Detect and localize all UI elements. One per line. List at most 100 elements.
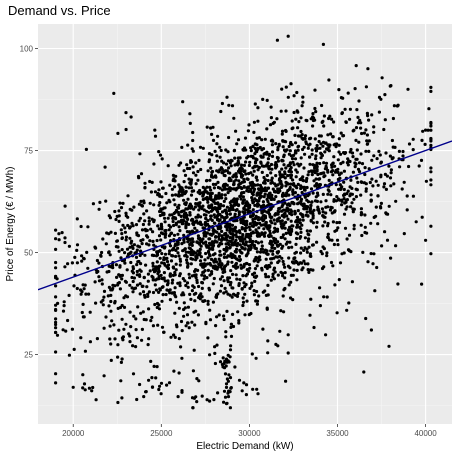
data-point bbox=[126, 223, 130, 228]
data-point bbox=[366, 260, 370, 264]
data-point bbox=[248, 286, 252, 290]
data-point bbox=[256, 106, 260, 110]
data-point bbox=[226, 260, 230, 264]
data-point bbox=[281, 233, 285, 237]
data-point bbox=[234, 273, 238, 277]
data-point bbox=[255, 302, 259, 306]
data-point bbox=[102, 295, 106, 299]
data-point bbox=[210, 240, 214, 244]
data-point bbox=[273, 222, 277, 226]
data-point bbox=[296, 202, 300, 206]
data-point bbox=[206, 200, 210, 204]
data-point bbox=[229, 269, 233, 273]
data-point bbox=[261, 327, 265, 331]
data-point bbox=[161, 186, 165, 190]
data-point bbox=[176, 251, 180, 255]
data-point bbox=[240, 251, 244, 255]
data-point bbox=[168, 183, 172, 187]
data-point bbox=[169, 232, 173, 236]
data-point bbox=[157, 188, 161, 192]
data-point bbox=[187, 186, 191, 190]
data-point bbox=[232, 198, 236, 202]
data-point bbox=[245, 186, 249, 190]
data-point bbox=[102, 289, 107, 293]
data-point bbox=[63, 240, 67, 245]
data-point bbox=[213, 361, 217, 366]
data-point bbox=[123, 226, 127, 230]
data-point bbox=[281, 274, 285, 278]
data-point bbox=[114, 263, 118, 267]
data-point bbox=[225, 377, 229, 381]
data-point bbox=[153, 278, 158, 282]
data-point bbox=[397, 149, 401, 153]
data-point bbox=[287, 246, 291, 250]
data-point bbox=[212, 259, 216, 263]
data-point bbox=[165, 201, 169, 205]
data-point bbox=[216, 134, 220, 138]
data-point bbox=[256, 234, 260, 238]
data-point bbox=[186, 264, 190, 268]
data-point bbox=[372, 154, 376, 158]
data-point bbox=[240, 163, 244, 167]
data-point bbox=[393, 145, 397, 149]
data-point bbox=[231, 312, 235, 316]
data-point bbox=[170, 281, 174, 285]
data-point bbox=[171, 278, 175, 282]
data-point bbox=[289, 219, 293, 223]
data-point bbox=[300, 104, 304, 108]
data-point bbox=[204, 234, 208, 238]
data-point bbox=[153, 134, 158, 138]
data-point bbox=[286, 351, 290, 355]
data-point bbox=[271, 243, 275, 247]
data-point bbox=[102, 326, 106, 330]
data-point bbox=[260, 240, 264, 244]
data-point bbox=[223, 208, 228, 212]
data-point bbox=[252, 130, 256, 134]
data-point bbox=[230, 223, 235, 227]
data-point bbox=[251, 239, 255, 244]
data-point bbox=[342, 187, 346, 192]
data-point bbox=[257, 203, 261, 207]
data-point bbox=[374, 214, 378, 218]
data-point bbox=[299, 230, 303, 234]
data-point bbox=[237, 179, 241, 183]
data-point bbox=[282, 262, 286, 266]
data-point bbox=[134, 223, 139, 227]
data-point bbox=[202, 274, 207, 278]
data-point bbox=[139, 239, 143, 243]
data-point bbox=[250, 242, 254, 246]
data-point bbox=[184, 211, 188, 215]
data-point bbox=[109, 299, 113, 304]
data-point bbox=[369, 328, 373, 332]
data-point bbox=[222, 199, 226, 203]
data-point bbox=[317, 139, 321, 144]
data-point bbox=[184, 222, 188, 226]
data-point bbox=[315, 240, 319, 244]
data-point bbox=[150, 315, 154, 319]
data-point bbox=[128, 340, 132, 344]
data-point bbox=[189, 186, 194, 190]
data-point bbox=[206, 336, 210, 340]
data-point bbox=[360, 131, 364, 136]
data-point bbox=[54, 228, 58, 232]
data-point bbox=[84, 147, 88, 151]
data-point bbox=[186, 143, 190, 147]
data-point bbox=[208, 318, 213, 322]
data-point bbox=[183, 173, 188, 177]
data-point bbox=[289, 182, 293, 186]
data-point bbox=[273, 270, 277, 274]
data-point bbox=[407, 164, 411, 169]
data-point bbox=[218, 259, 222, 263]
data-point bbox=[250, 281, 254, 285]
data-point bbox=[229, 325, 233, 329]
data-point bbox=[210, 191, 214, 195]
data-point bbox=[125, 247, 130, 251]
data-point bbox=[318, 304, 322, 308]
data-point bbox=[287, 202, 291, 206]
data-point bbox=[109, 293, 113, 297]
data-point bbox=[186, 237, 191, 241]
data-point bbox=[391, 156, 395, 160]
data-point bbox=[138, 282, 142, 286]
data-point bbox=[389, 184, 393, 188]
data-point bbox=[353, 165, 357, 169]
